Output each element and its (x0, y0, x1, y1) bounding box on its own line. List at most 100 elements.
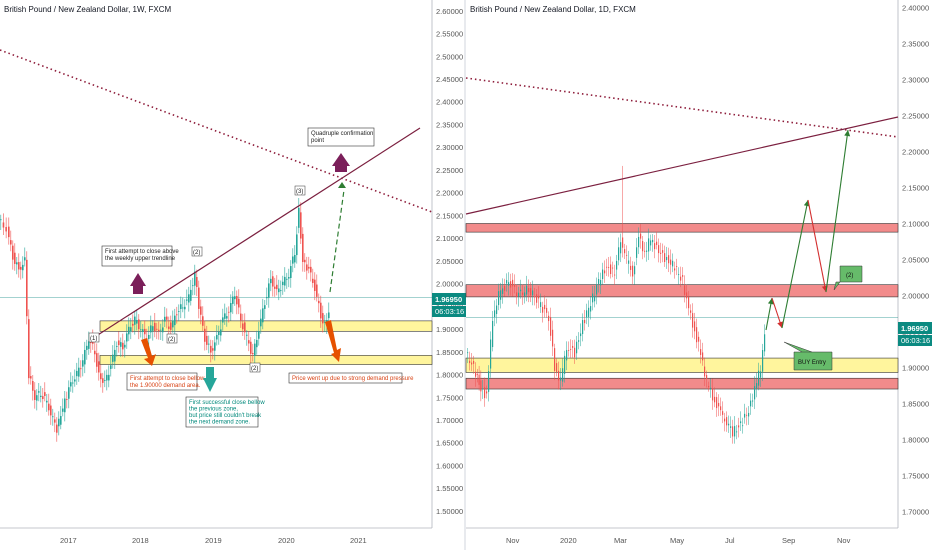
left-candle-body (18, 262, 20, 270)
left-y-tick: 2.30000 (436, 143, 463, 152)
wave-mark-box (166, 333, 178, 344)
left-candle-body (82, 360, 84, 367)
left-x-tick: 2017 (60, 536, 77, 545)
left-candle-body (160, 329, 162, 331)
left-candle-body (240, 313, 242, 321)
right-candle-body (684, 285, 686, 295)
right-candle-body (756, 383, 758, 389)
wave-mark-text: (1) (90, 336, 97, 342)
right-supply-zone (465, 377, 899, 390)
left-zones (0, 297, 433, 365)
right-price-badge (898, 322, 932, 334)
left-candle-body (50, 405, 52, 416)
right-candle-body (480, 380, 482, 392)
left-candle-body (312, 278, 314, 283)
right-candle-body (680, 276, 682, 281)
right-y-tick: 2.15000 (902, 184, 929, 193)
left-candle-body (310, 266, 312, 273)
right-candle-body (674, 268, 676, 271)
left-candle-body (286, 278, 288, 280)
left-candle-body (210, 345, 212, 353)
left-candle-body (128, 326, 130, 335)
right-candle-body (564, 355, 566, 374)
wave-mark-text: (2) (193, 250, 200, 256)
left-candle-body (72, 382, 74, 384)
right-candle-body (520, 289, 522, 292)
left-candle-body (246, 334, 248, 336)
right-candle-body (638, 236, 640, 248)
right-x-tick: Jul (725, 536, 735, 545)
right-candle-body (736, 431, 738, 433)
left-candle-body (300, 212, 302, 239)
right-y-tick: 1.85000 (902, 399, 929, 408)
left-candle-body (100, 373, 102, 380)
right-candle-body (672, 260, 674, 267)
quad-confirmation-box (307, 127, 375, 147)
right-candle-body (473, 361, 475, 364)
right-candle-body (560, 377, 562, 381)
left-x-tick: 2019 (205, 536, 222, 545)
right-candle-body (608, 267, 610, 268)
right-candle-body (492, 320, 494, 348)
left-candle-body (130, 327, 132, 332)
left-candle-body (304, 259, 306, 263)
left-candle-body (158, 329, 160, 331)
right-candle-body (634, 266, 636, 275)
right-candle-body (652, 239, 654, 243)
right-candle-body (502, 288, 504, 294)
first-attempt-below-box (126, 372, 198, 391)
left-candle-body (196, 277, 198, 288)
left-candle-body (22, 264, 24, 271)
right-candle-body (602, 269, 604, 280)
left-y-tick: 1.65000 (436, 439, 463, 448)
price-went-up-box (288, 372, 403, 384)
left-candle-body (8, 226, 10, 238)
left-candle-body (70, 382, 72, 387)
left-candle-body (42, 396, 44, 400)
right-candle-body (646, 250, 648, 252)
right-candle-body (516, 292, 518, 297)
left-candle-body (76, 370, 78, 377)
left-candle-body (102, 378, 104, 383)
right-candle-body (722, 411, 724, 415)
left-candle-body (230, 303, 232, 313)
right-candle-body (762, 350, 764, 372)
projection-arrowhead (844, 130, 851, 137)
left-candle-body (298, 207, 300, 228)
right-candle-body (706, 375, 708, 379)
right-candle-body (752, 400, 754, 402)
left-candle-body (132, 323, 134, 326)
right-candle-body (504, 286, 506, 291)
right-candle-body (471, 362, 473, 365)
right-candle-body (764, 334, 766, 352)
right-chart-title: British Pound / New Zealand Dollar, 1D, … (470, 5, 636, 14)
left-candle-body (14, 252, 16, 264)
left-candle-body (260, 318, 262, 327)
right-candle-body (496, 305, 498, 314)
left-y-tick: 1.80000 (436, 371, 463, 380)
left-candle-body (168, 326, 170, 329)
first-attempt-below-arrow (141, 338, 156, 366)
left-candle-body (272, 276, 274, 287)
right-candle-body (748, 412, 750, 417)
right-timer-badge (898, 335, 932, 346)
left-price-badge (432, 293, 466, 305)
right-x-tick: Nov (506, 536, 520, 545)
left-candle-body (200, 306, 202, 315)
right-candle-body (632, 265, 634, 277)
left-x-tick: 2021 (350, 536, 367, 545)
left-candle-body (264, 305, 266, 309)
right-candle-body (596, 284, 598, 295)
right-candle-body (540, 302, 542, 307)
left-candle-body (224, 313, 226, 319)
right-candle-body (690, 310, 692, 313)
left-candle-body (192, 285, 194, 287)
right-candle-body (570, 349, 572, 350)
left-candle-body (88, 341, 90, 349)
right-candle-body (544, 304, 546, 310)
left-demand-zone (99, 355, 433, 365)
right-y-tick: 2.05000 (902, 255, 929, 264)
right-candle-body (518, 292, 520, 297)
right-candle-body (610, 264, 612, 275)
